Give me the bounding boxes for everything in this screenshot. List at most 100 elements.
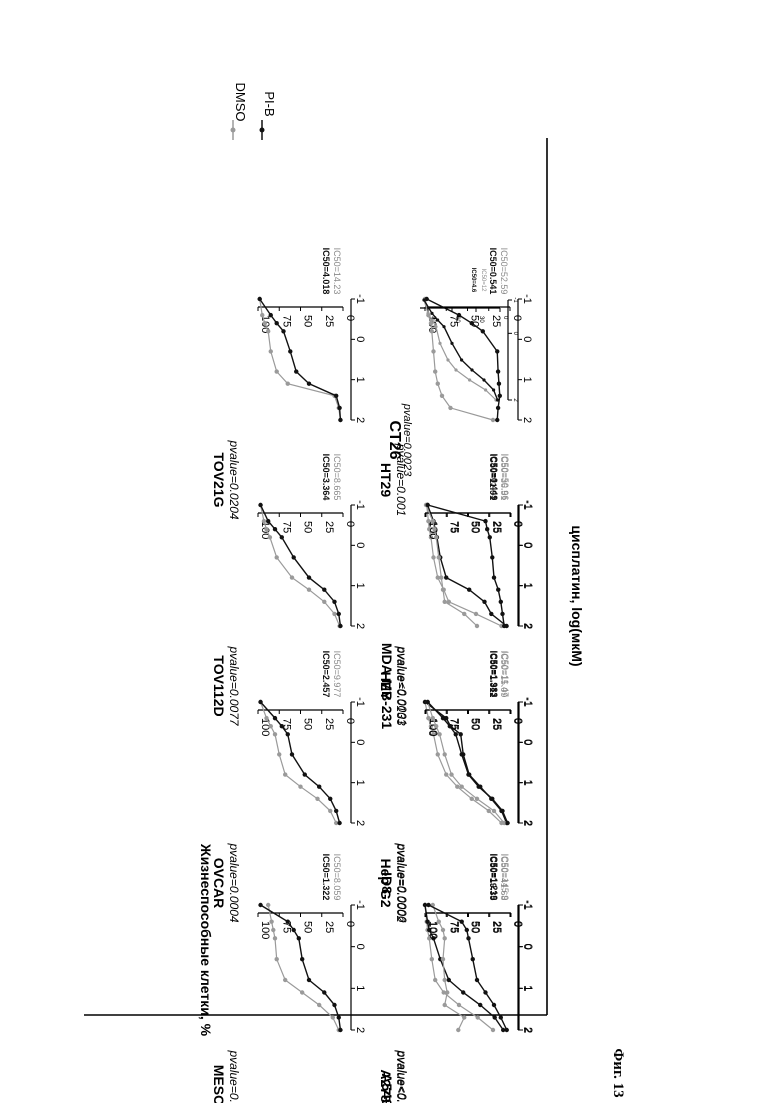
data-point-pib — [497, 382, 501, 386]
legend-item-dmso: DMSO — [231, 83, 249, 141]
ic50-dmso-label: IC50=8.059 — [332, 854, 342, 901]
panel-title: CT26 — [386, 420, 403, 459]
data-point-pib — [466, 772, 470, 776]
panel-title: A549 — [379, 1073, 395, 1103]
x-tick-label: 1 — [522, 583, 534, 589]
ic50-dmso-label: IC50=12 — [480, 269, 486, 293]
y-tick-label: 25 — [491, 521, 503, 533]
y-tick-label: 75 — [280, 521, 292, 533]
data-point-pib — [297, 936, 301, 940]
legend-label-dmso: DMSO — [233, 83, 248, 122]
data-point-pib — [422, 298, 425, 301]
data-point-dmso — [484, 388, 487, 391]
data-point-dmso — [437, 555, 441, 559]
data-point-pib — [492, 1003, 496, 1007]
data-point-pib — [258, 297, 262, 301]
data-point-dmso — [286, 382, 290, 386]
data-point-pib — [258, 700, 262, 704]
data-point-dmso — [322, 600, 326, 604]
data-point-pib — [286, 732, 290, 736]
data-point-pib — [338, 624, 342, 628]
data-point-dmso — [275, 957, 279, 961]
data-point-dmso — [476, 1015, 480, 1019]
data-point-dmso — [430, 329, 434, 333]
y-tick-label: 50 — [302, 521, 314, 533]
y-tick-label: 50 — [302, 718, 314, 730]
data-point-pib — [496, 398, 499, 401]
data-point-pib — [441, 716, 445, 720]
data-point-dmso — [436, 752, 440, 756]
y-tick-label: 25 — [323, 921, 335, 933]
data-point-dmso — [439, 575, 443, 579]
data-point-pib — [492, 575, 496, 579]
data-point-pib — [322, 588, 326, 592]
data-point-pib — [490, 797, 494, 801]
data-point-dmso — [271, 928, 275, 932]
ic50-pib-label: IC50=1.219 — [489, 854, 499, 901]
ic50-pib-label: IC50=1.322 — [321, 854, 331, 901]
x-tick-label: 1 — [522, 985, 534, 991]
data-point-dmso — [275, 555, 279, 559]
data-point-pib — [292, 928, 296, 932]
data-point-dmso — [300, 990, 304, 994]
y-tick-label: 25 — [491, 921, 503, 933]
data-point-pib — [338, 1028, 342, 1032]
y-tick-label: 0 — [344, 521, 356, 527]
data-point-dmso — [437, 732, 441, 736]
y-tick-label: 50 — [302, 921, 314, 933]
data-point-dmso — [283, 978, 287, 982]
x-axis-title: цисплатин, log(мкМ) — [569, 525, 585, 666]
data-point-pib — [430, 312, 433, 315]
y-tick-label: 50 — [470, 718, 482, 730]
data-point-dmso — [443, 752, 447, 756]
data-point-pib — [465, 928, 469, 932]
data-point-pib — [337, 612, 341, 616]
data-point-pib — [436, 318, 439, 321]
y-tick-label: 50 — [302, 315, 314, 327]
data-point-dmso — [487, 809, 491, 813]
data-point-pib — [322, 990, 326, 994]
data-point-pib — [328, 797, 332, 801]
legend-marker-pib — [260, 128, 265, 133]
data-point-pib — [496, 369, 500, 373]
panel-title: ID8 — [379, 872, 395, 894]
data-point-pib — [286, 919, 290, 923]
data-point-pib — [303, 772, 307, 776]
x-tick-label: 0 — [354, 944, 366, 950]
x-tick-label: 2 — [354, 820, 366, 826]
data-point-pib — [470, 321, 474, 325]
data-point-dmso — [441, 928, 445, 932]
data-point-dmso — [283, 772, 287, 776]
legend-item-pib: PI-B — [260, 91, 278, 140]
data-point-pib — [334, 394, 338, 398]
data-point-pib — [280, 535, 284, 539]
x-tick-label: -1 — [354, 294, 366, 304]
data-point-dmso — [277, 752, 281, 756]
data-point-dmso — [262, 519, 266, 523]
x-tick-label: 1 — [354, 377, 366, 383]
ic50-pib-label: IC50=4.6 — [470, 268, 476, 293]
data-point-pib — [500, 612, 504, 616]
ic50-dmso-label: IC50=9.977 — [332, 651, 342, 698]
data-point-dmso — [332, 612, 336, 616]
data-point-dmso — [266, 329, 270, 333]
data-point-pib — [450, 342, 453, 345]
data-point-dmso — [443, 978, 447, 982]
data-point-pib — [288, 349, 292, 353]
data-point-pib — [337, 406, 341, 410]
x-tick-label: -1 — [354, 697, 366, 707]
data-point-dmso — [443, 600, 447, 604]
data-point-pib — [502, 624, 506, 628]
x-tick-label: -1 — [522, 500, 534, 510]
figure-caption: Фиг. 13 — [610, 1048, 626, 1097]
x-tick-label: 0 — [354, 336, 366, 342]
panel-pvalue: pvalue=0.0023 — [401, 403, 413, 477]
data-point-pib — [477, 785, 481, 789]
data-point-dmso — [445, 990, 449, 994]
y-tick-label: 25 — [491, 718, 503, 730]
data-point-pib — [281, 329, 285, 333]
legend: DMSO PI-B — [231, 83, 278, 141]
data-point-dmso — [491, 418, 495, 422]
data-point-pib — [317, 785, 321, 789]
data-point-pib — [466, 936, 470, 940]
